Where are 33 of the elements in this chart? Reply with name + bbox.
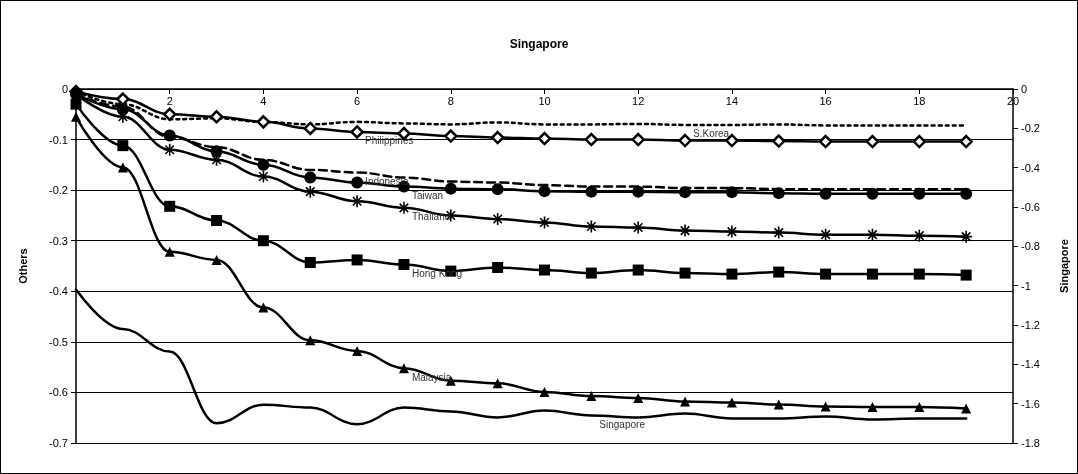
- annotation: Taiwan: [411, 190, 444, 202]
- y2-tick-label: -0.6: [1021, 201, 1040, 213]
- x-tick-label: 8: [447, 94, 454, 107]
- x-tick-label: 12: [632, 94, 645, 107]
- y2-tick-label: -1.4: [1021, 358, 1040, 371]
- annotation: Singapore: [599, 418, 646, 430]
- y2-tick-label: 0: [1021, 83, 1028, 95]
- x-tick-label: 16: [819, 94, 832, 107]
- y-tick-label: -0.2: [49, 184, 68, 197]
- x-tick-label: 2: [166, 94, 173, 107]
- y-tick-label: 0: [61, 83, 68, 95]
- x-tick-label: 4: [260, 94, 267, 107]
- y-axis-title: Others: [16, 248, 29, 284]
- y-tick-label: -0.3: [49, 234, 68, 247]
- y2-tick-label: -1: [1021, 279, 1031, 292]
- chart-title: Singapore: [509, 37, 569, 51]
- annotation: S.Korea: [693, 128, 730, 140]
- y2-tick-label: -0.4: [1021, 161, 1040, 174]
- y-tick-label: -0.7: [49, 437, 68, 449]
- y2-tick-label: -1.8: [1021, 437, 1040, 449]
- x-tick-label: 6: [354, 94, 361, 107]
- y-tick-label: -0.4: [49, 285, 68, 298]
- y2-tick-label: -0.8: [1021, 240, 1040, 253]
- y-tick-label: -0.1: [49, 133, 68, 146]
- y2-axis-title: Singapore: [1057, 239, 1070, 293]
- y2-tick-label: -0.2: [1021, 122, 1040, 135]
- y-tick-label: -0.5: [49, 335, 68, 348]
- y-tick-label: -0.6: [49, 386, 68, 399]
- y2-tick-label: -1.6: [1021, 397, 1040, 410]
- y2-tick-label: -1.2: [1021, 319, 1040, 331]
- x-tick-label: 10: [538, 94, 551, 107]
- x-tick-label: 18: [913, 94, 926, 107]
- x-tick-label: 14: [725, 94, 739, 107]
